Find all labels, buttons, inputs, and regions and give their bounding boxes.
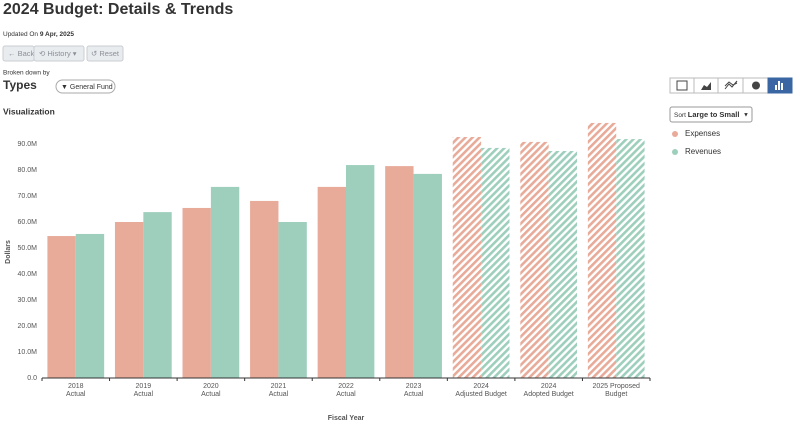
y-tick-label: 90.0M: [18, 141, 38, 148]
history-button[interactable]: [33, 45, 85, 62]
bar: [182, 207, 211, 378]
x-tick-label: 2022: [338, 383, 354, 390]
back-text: Back: [18, 49, 35, 58]
filter-chip-label: ▼ General Fund: [61, 84, 113, 91]
bar: [250, 200, 279, 378]
x-tick-label: Actual: [66, 391, 86, 398]
updated-label: Updated On 9 Apr, 2025: [3, 31, 74, 38]
back-label: ← Back: [8, 49, 35, 58]
x-tick-label: 2019: [136, 383, 152, 390]
breakdown-label: Broken down by: [3, 70, 50, 77]
area-view-button[interactable]: [693, 77, 719, 94]
bar: [452, 136, 482, 378]
legend-swatch: [672, 131, 678, 137]
y-tick-label: 40.0M: [18, 271, 38, 278]
x-tick-label: 2018: [68, 383, 84, 390]
legend-swatch: [672, 149, 678, 155]
bar: [520, 141, 549, 378]
y-tick-label: 0.0: [27, 375, 37, 382]
sort-value: Large to Small: [688, 110, 740, 119]
bar: [143, 212, 172, 378]
updated-label-text: Updated On: [3, 31, 38, 38]
bar: [210, 186, 240, 378]
x-tick-label: 2020: [203, 383, 219, 390]
y-tick-label: 10.0M: [18, 349, 38, 356]
reset-label: ↺ Reset: [91, 49, 120, 58]
table-icon: [676, 80, 688, 91]
x-tick-label: 2024: [473, 383, 489, 390]
breakdown-value: Types: [3, 78, 37, 92]
filter-chip[interactable]: [55, 79, 116, 94]
x-tick-label: Actual: [269, 391, 289, 398]
x-tick-label: 2023: [406, 383, 422, 390]
sort-dropdown[interactable]: [669, 106, 753, 123]
bar: [317, 186, 346, 378]
y-tick-label: 30.0M: [18, 297, 38, 304]
x-tick-label: 2021: [271, 383, 287, 390]
filter-chip-text: General Fund: [70, 84, 113, 91]
x-tick-label: Adopted Budget: [524, 391, 574, 398]
updated-date: 9 Apr, 2025: [40, 31, 74, 38]
history-label: ⟲ History ▾: [39, 49, 77, 58]
bar: [385, 166, 414, 378]
reset-button[interactable]: [86, 45, 124, 62]
x-tick-label: 2024: [541, 383, 557, 390]
sort-label-text: Sort: [674, 112, 686, 119]
x-tick-label: 2025 Proposed: [592, 383, 640, 390]
sort-caret: ▼: [743, 113, 749, 119]
x-tick-label: Actual: [336, 391, 356, 398]
area-icon: [701, 82, 711, 90]
reset-text: Reset: [99, 49, 120, 58]
line-icon: [724, 80, 738, 90]
view-switcher: [669, 77, 793, 94]
bar: [278, 222, 307, 378]
pie-icon: [752, 81, 760, 90]
legend-label: Expenses: [685, 129, 720, 138]
bar: [548, 151, 578, 378]
y-tick-label: 80.0M: [18, 167, 38, 174]
y-tick-label: 70.0M: [18, 193, 38, 200]
bar: [616, 139, 645, 378]
x-tick-label: Actual: [404, 391, 424, 398]
x-tick-label: Actual: [134, 391, 154, 398]
bar: [413, 173, 442, 378]
section-title: Visualization: [3, 106, 55, 116]
x-tick-label: Budget: [605, 391, 627, 398]
bar: [75, 233, 105, 378]
sort-label: Sort Large to Small: [674, 110, 739, 119]
page-title: 2024 Budget: Details & Trends: [3, 1, 233, 18]
bar: [587, 122, 617, 378]
y-tick-label: 20.0M: [18, 323, 38, 330]
x-tick-label: Actual: [201, 391, 221, 398]
x-tick-label: Adjusted Budget: [455, 391, 506, 398]
bar: [114, 222, 144, 378]
x-axis-title: Fiscal Year: [328, 415, 365, 422]
bar: [481, 147, 510, 378]
bar-icon: [775, 81, 783, 90]
table-view-button[interactable]: [669, 77, 695, 94]
bar: [47, 236, 76, 378]
y-tick-label: 60.0M: [18, 219, 38, 226]
legend-label: Revenues: [685, 147, 721, 156]
y-axis-title: Dollars: [5, 240, 12, 264]
history-text: History: [47, 49, 71, 58]
y-tick-label: 50.0M: [18, 245, 38, 252]
bar: [346, 165, 375, 378]
